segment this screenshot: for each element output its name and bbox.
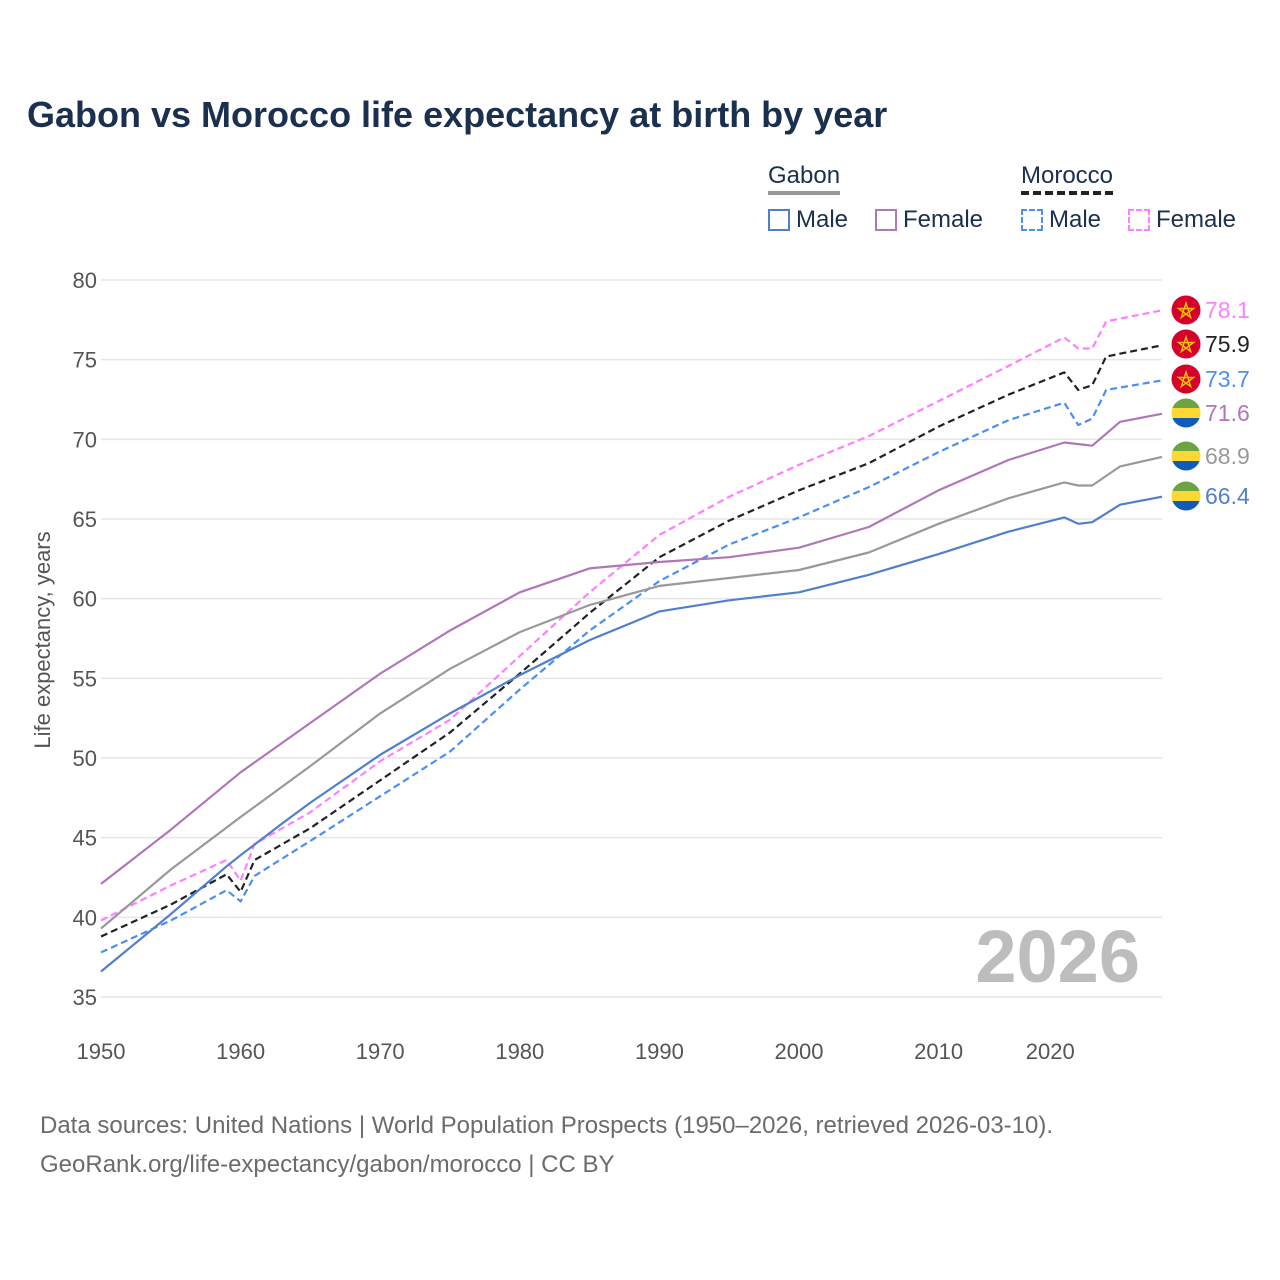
y-tick-label: 45	[73, 826, 97, 851]
y-tick-label: 35	[73, 985, 97, 1010]
y-tick-label: 75	[73, 348, 97, 373]
y-tick-label: 60	[73, 587, 97, 612]
y-tick-label: 55	[73, 666, 97, 691]
legend-swatch	[1128, 209, 1150, 231]
data-source-text: Data sources: United Nations | World Pop…	[40, 1112, 1054, 1139]
morocco-flag-icon	[1171, 295, 1201, 325]
x-tick-label: 2000	[775, 1039, 824, 1064]
y-tick-label: 80	[73, 268, 97, 293]
year-watermark: 2026	[975, 915, 1140, 998]
legend-country-gabon: Gabon	[768, 162, 841, 195]
x-tick-label: 2010	[914, 1039, 963, 1064]
legend-label: Male	[796, 206, 849, 233]
y-tick-label: 40	[73, 905, 97, 930]
series-line-morocco-female	[100, 309, 1163, 922]
gabon-flag-icon	[1171, 441, 1201, 471]
series-line-gabon	[100, 455, 1163, 930]
x-tick-label: 1980	[495, 1039, 544, 1064]
x-tick-label: 1950	[77, 1039, 126, 1064]
legend-label: Female	[903, 206, 984, 233]
x-tick-label: 1990	[635, 1039, 684, 1064]
legend-swatch	[875, 209, 897, 231]
end-value-label: 66.4	[1205, 483, 1250, 509]
x-tick-label: 2020	[1026, 1039, 1075, 1064]
legend-item-gabon-female[interactable]: Female	[875, 206, 983, 234]
y-tick-label: 70	[73, 427, 97, 452]
morocco-flag-icon	[1171, 329, 1201, 359]
legend-country-morocco: Morocco	[1021, 162, 1114, 195]
series-line-morocco	[100, 344, 1163, 938]
x-tick-label: 1960	[216, 1039, 265, 1064]
end-value-label: 75.9	[1205, 331, 1250, 357]
y-tick-label: 50	[73, 746, 97, 771]
legend-item-morocco-female[interactable]: Female	[1128, 206, 1236, 234]
legend-group-gabon: Gabon	[768, 162, 841, 195]
end-value-label: 68.9	[1205, 443, 1250, 469]
legend-label: Female	[1156, 206, 1237, 233]
legend-group-morocco: Morocco	[1021, 162, 1114, 195]
y-axis-label: Life expectancy, years	[30, 531, 55, 748]
end-value-label: 71.6	[1205, 400, 1250, 426]
legend-swatch	[768, 209, 790, 231]
gabon-flag-icon	[1171, 398, 1201, 428]
gabon-flag-icon	[1171, 481, 1201, 511]
series-line-gabon-male	[100, 495, 1163, 973]
footer: Data sources: United Nations | World Pop…	[40, 1106, 1053, 1184]
legend-item-gabon-male[interactable]: Male	[768, 206, 848, 234]
legend-swatch	[1021, 209, 1043, 231]
legend-item-morocco-male[interactable]: Male	[1021, 206, 1101, 234]
x-tick-label: 1970	[356, 1039, 405, 1064]
legend-label: Male	[1049, 206, 1102, 233]
series-line-gabon-female	[100, 412, 1163, 885]
end-value-label: 78.1	[1205, 297, 1250, 323]
y-tick-label: 65	[73, 507, 97, 532]
chart-title: Gabon vs Morocco life expectancy at birt…	[27, 94, 888, 135]
series-line-morocco-male	[100, 379, 1163, 954]
end-value-label: 73.7	[1205, 366, 1250, 392]
morocco-flag-icon	[1171, 364, 1201, 394]
source-url-text: GeoRank.org/life-expectancy/gabon/morocc…	[40, 1151, 615, 1178]
